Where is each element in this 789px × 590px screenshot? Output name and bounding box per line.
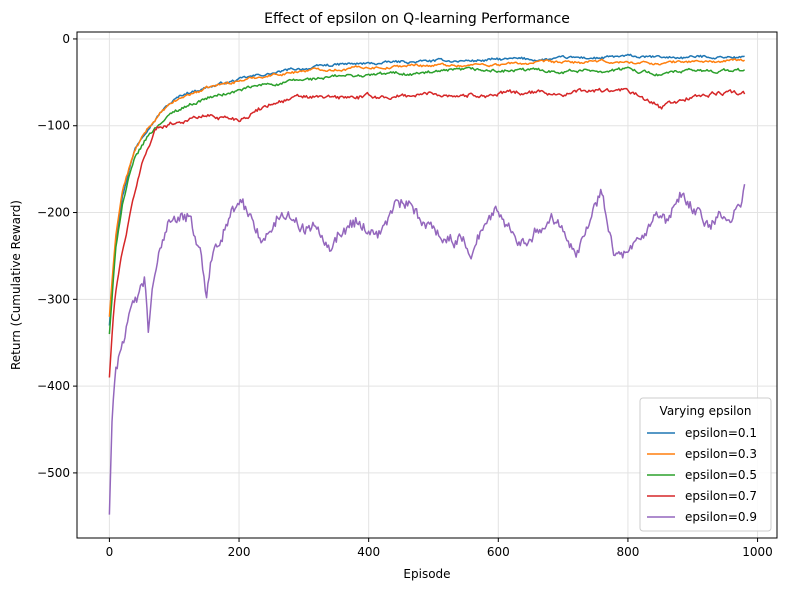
chart-title: Effect of epsilon on Q-learning Performa… bbox=[264, 11, 570, 27]
legend-item[interactable]: epsilon=0.9 bbox=[647, 510, 757, 524]
legend-label: epsilon=0.7 bbox=[685, 489, 757, 503]
x-tick-label: 200 bbox=[228, 545, 251, 559]
x-tick-label: 1000 bbox=[742, 545, 773, 559]
y-tick-label: −100 bbox=[37, 119, 70, 133]
series-line-4 bbox=[108, 87, 746, 378]
plot-area bbox=[108, 53, 746, 515]
x-tick-label: 800 bbox=[616, 545, 639, 559]
legend-label: epsilon=0.3 bbox=[685, 447, 757, 461]
legend-label: epsilon=0.9 bbox=[685, 510, 757, 524]
axes-frame bbox=[76, 31, 778, 539]
y-tick-label: −500 bbox=[37, 466, 70, 480]
y-tick-label: −400 bbox=[37, 379, 70, 393]
y-axis-label: Return (Cumulative Reward) bbox=[9, 200, 23, 370]
legend-item[interactable]: epsilon=0.7 bbox=[647, 489, 757, 503]
y-tick-label: −300 bbox=[37, 292, 70, 306]
y-tick-label: −200 bbox=[37, 206, 70, 220]
legend-item[interactable]: epsilon=0.3 bbox=[647, 447, 757, 461]
x-tick-label: 600 bbox=[487, 545, 510, 559]
series-line-3 bbox=[108, 66, 746, 335]
x-axis-label: Episode bbox=[403, 567, 450, 581]
x-axis: 0 200 400 600 800 1000 bbox=[106, 538, 773, 559]
legend[interactable]: Varying epsilon epsilon=0.1 epsilon=0.3 eps… bbox=[639, 397, 772, 532]
legend-box bbox=[639, 397, 772, 532]
series-line-5 bbox=[108, 184, 746, 515]
legend-title: Varying epsilon bbox=[660, 404, 752, 418]
legend-label: epsilon=0.1 bbox=[685, 426, 757, 440]
legend-label: epsilon=0.5 bbox=[685, 468, 757, 482]
grid bbox=[77, 32, 777, 538]
x-tick-label: 400 bbox=[357, 545, 380, 559]
legend-item[interactable]: epsilon=0.1 bbox=[647, 426, 757, 440]
legend-item[interactable]: epsilon=0.5 bbox=[647, 468, 757, 482]
series-line-2 bbox=[108, 58, 746, 317]
y-tick-label: 0 bbox=[62, 32, 70, 46]
x-tick-label: 0 bbox=[106, 545, 114, 559]
y-axis: 0 −100 −200 −300 −400 −500 bbox=[37, 32, 77, 480]
